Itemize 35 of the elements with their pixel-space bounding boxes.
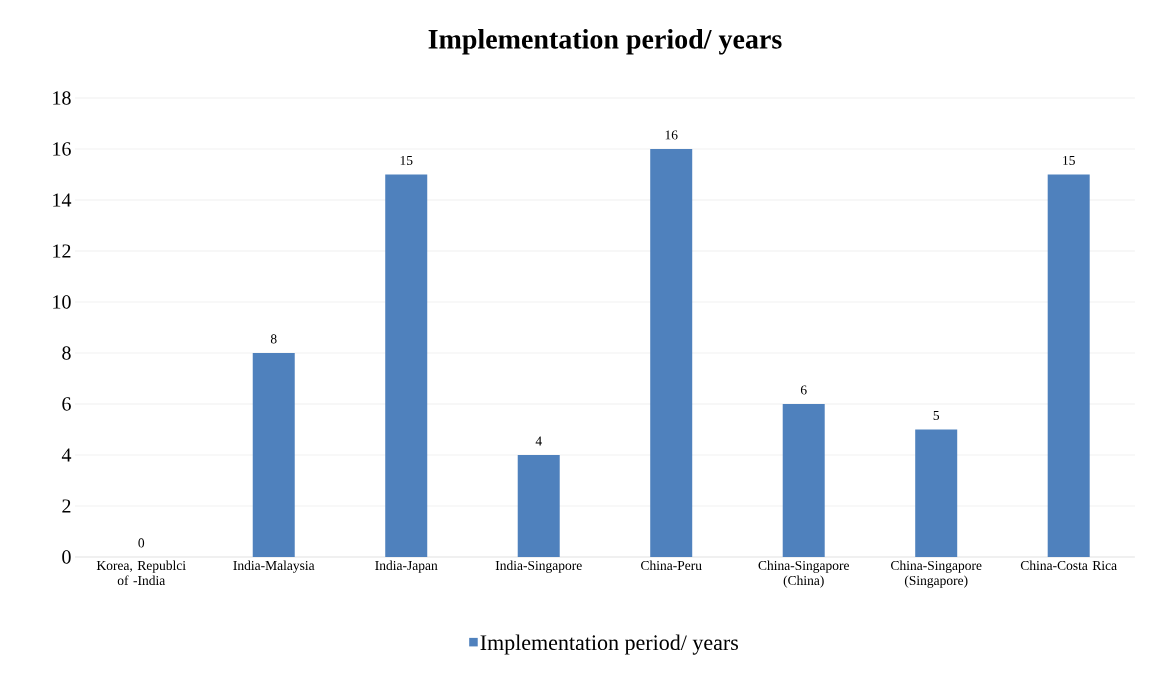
x-tick-label: India-Japan — [375, 560, 438, 573]
data-label: 15 — [1063, 155, 1075, 165]
x-tick-label: China-Peru — [641, 560, 702, 571]
bar — [1047, 174, 1090, 557]
y-tick-label: 18 — [53, 91, 71, 105]
y-tick-label: 16 — [53, 142, 71, 156]
x-tick-label: China-Singapore (China) — [758, 560, 849, 588]
data-label: 5 — [933, 410, 940, 420]
y-tick-label: 0 — [62, 550, 71, 564]
legend-label: Implementation period/ years — [480, 634, 738, 655]
y-tick-label: 8 — [62, 346, 71, 360]
y-tick-label: 2 — [62, 499, 71, 513]
bar — [385, 174, 428, 557]
y-tick-label: 4 — [61, 448, 72, 462]
x-tick-label: India-Malaysia — [233, 560, 315, 573]
chart-title: Implementation period/ years — [428, 28, 782, 55]
x-tick-label: China-Singapore (Singapore) — [891, 560, 982, 588]
y-tick-label: 14 — [53, 193, 72, 207]
x-tick-label: Korea, Republci of -India — [96, 560, 186, 586]
y-tick-label: 12 — [53, 244, 71, 258]
bar — [517, 455, 560, 557]
x-tick-label: India-Singapore — [495, 560, 582, 573]
bar — [252, 353, 295, 557]
bar — [782, 404, 825, 557]
x-tick-label: China-Costa Rica — [1020, 560, 1117, 571]
data-label: 4 — [535, 436, 542, 446]
bar — [915, 429, 958, 557]
y-tick-label: 10 — [53, 295, 71, 309]
bar — [650, 149, 693, 557]
data-label: 6 — [800, 385, 807, 395]
data-label: 16 — [665, 130, 678, 140]
data-label: 15 — [400, 155, 413, 165]
data-label: 8 — [270, 334, 277, 344]
y-tick-label: 6 — [62, 397, 71, 411]
data-label: 0 — [138, 538, 145, 548]
